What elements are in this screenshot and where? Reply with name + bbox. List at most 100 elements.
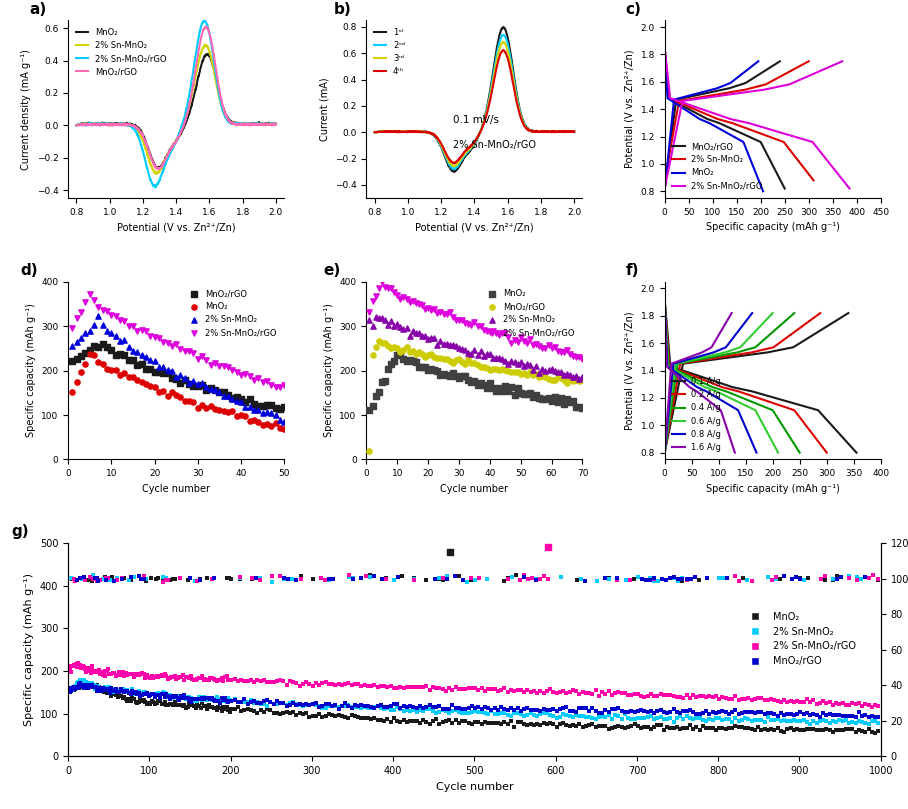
2% Sn-MnO₂ <box>415 330 429 343</box>
MnO₂/rGO <box>142 690 156 703</box>
MnO₂/rGO <box>380 340 395 353</box>
MnO₂/rGO <box>439 352 454 365</box>
MnO₂ <box>222 705 237 718</box>
MnO₂/rGO <box>365 349 380 362</box>
MnO₂ <box>436 715 450 728</box>
2% Sn-MnO₂ <box>119 685 133 698</box>
2% Sn-MnO₂/rGO <box>566 349 580 362</box>
2% Sn-MnO₂ <box>666 716 681 729</box>
MnO₂/rGO <box>216 693 231 706</box>
2% Sn-MnO₂ <box>550 365 565 378</box>
2% Sn-MnO₂/rGO <box>717 91 728 100</box>
MnO₂/rGO <box>277 400 291 413</box>
Point <box>472 571 487 584</box>
MnO₂ <box>109 688 123 701</box>
MnO₂/rGO <box>370 700 385 713</box>
2% Sn-MnO₂ <box>484 705 498 718</box>
Point <box>136 570 151 582</box>
MnO₂/rGO <box>650 705 665 718</box>
MnO₂/rGO <box>78 347 93 360</box>
2% Sn-MnO₂ <box>715 714 729 726</box>
2% Sn-MnO₂ <box>488 708 502 721</box>
2% Sn-MnO₂ <box>66 683 81 696</box>
MnO₂/rGO <box>179 692 193 705</box>
MnO₂ <box>150 697 164 709</box>
2% Sn-MnO₂ <box>455 343 469 356</box>
2% Sn-MnO₂ <box>390 318 404 331</box>
MnO₂ <box>78 678 93 691</box>
Point <box>379 572 393 585</box>
2% Sn-MnO₂/rGO <box>122 667 136 680</box>
1.6 A/g <box>710 401 721 411</box>
MnO₂/rGO <box>761 706 775 719</box>
2% Sn-MnO₂/rGO <box>143 671 157 684</box>
Point <box>232 571 247 584</box>
MnO₂/rGO <box>576 373 590 386</box>
2% Sn-MnO₂ <box>514 355 528 368</box>
MnO₂ <box>84 680 98 693</box>
2% Sn-MnO₂/rGO <box>70 311 84 324</box>
MnO₂/rGO <box>182 693 196 706</box>
MnO₂/rGO <box>582 705 597 718</box>
Point <box>679 573 694 586</box>
MnO₂/rGO <box>260 399 274 412</box>
2% Sn-MnO₂ <box>126 687 141 700</box>
2% Sn-MnO₂/rGO <box>173 671 188 684</box>
2% Sn-MnO₂ <box>187 694 202 707</box>
MnO₂ <box>409 356 423 369</box>
2% Sn-MnO₂/rGO <box>569 351 584 364</box>
MnO₂/rGO <box>510 366 525 379</box>
MnO₂/rGO <box>186 379 201 392</box>
MnO₂/rGO <box>100 341 114 354</box>
MnO₂ <box>374 376 389 389</box>
Point <box>183 571 197 584</box>
MnO₂ <box>187 700 202 713</box>
2% Sn-MnO₂/rGO <box>104 308 119 321</box>
2% Sn-MnO₂/rGO <box>233 368 248 381</box>
2% Sn-MnO₂/rGO <box>242 370 257 383</box>
MnO₂/rGO <box>374 337 389 349</box>
MnO₂/rGO <box>220 695 234 708</box>
2ⁿᵈ <box>486 85 497 95</box>
2% Sn-MnO₂/rGO <box>470 320 485 332</box>
MnO₂ <box>210 704 224 717</box>
Point <box>451 570 466 582</box>
2% Sn-MnO₂/rGO <box>832 697 846 710</box>
2% Sn-MnO₂ <box>133 687 148 700</box>
MnO₂ <box>427 363 441 376</box>
Point <box>84 574 99 587</box>
MnO₂ <box>605 721 619 734</box>
Point <box>367 570 381 582</box>
Line: 2% Sn-MnO₂: 2% Sn-MnO₂ <box>665 61 809 180</box>
1ˢᵗ <box>370 127 380 137</box>
2% Sn-MnO₂/rGO <box>154 668 169 681</box>
2% Sn-MnO₂ <box>501 357 516 370</box>
MnO₂ <box>69 681 84 694</box>
MnO₂ <box>367 712 381 725</box>
2% Sn-MnO₂/rGO <box>712 693 726 705</box>
MnO₂ <box>432 717 447 730</box>
2% Sn-MnO₂ <box>111 684 125 697</box>
2% Sn-MnO₂ <box>173 369 188 382</box>
2% Sn-MnO₂/rGO <box>552 685 567 698</box>
MnO₂/rGO <box>715 705 729 718</box>
MnO₂ <box>272 421 287 434</box>
Point <box>249 572 263 585</box>
2% Sn-MnO₂/rGO <box>510 684 525 697</box>
2% Sn-MnO₂/rGO <box>140 668 154 681</box>
2% Sn-MnO₂/rGO <box>387 681 401 694</box>
2% Sn-MnO₂/rGO <box>221 673 235 686</box>
MnO₂/rGO <box>728 704 743 717</box>
MnO₂ <box>378 375 392 388</box>
Point <box>598 571 613 584</box>
MnO₂/rGO <box>533 704 548 717</box>
MnO₂/rGO <box>494 701 508 714</box>
Point <box>456 574 470 587</box>
MnO₂ <box>862 722 876 735</box>
2% Sn-MnO₂/rGO <box>351 678 366 691</box>
Point <box>173 571 188 584</box>
2% Sn-MnO₂/rGO <box>517 334 531 347</box>
MnO₂/rGO <box>793 706 807 719</box>
2% Sn-MnO₂ <box>299 698 313 711</box>
2% Sn-MnO₂/rGO <box>115 665 130 678</box>
